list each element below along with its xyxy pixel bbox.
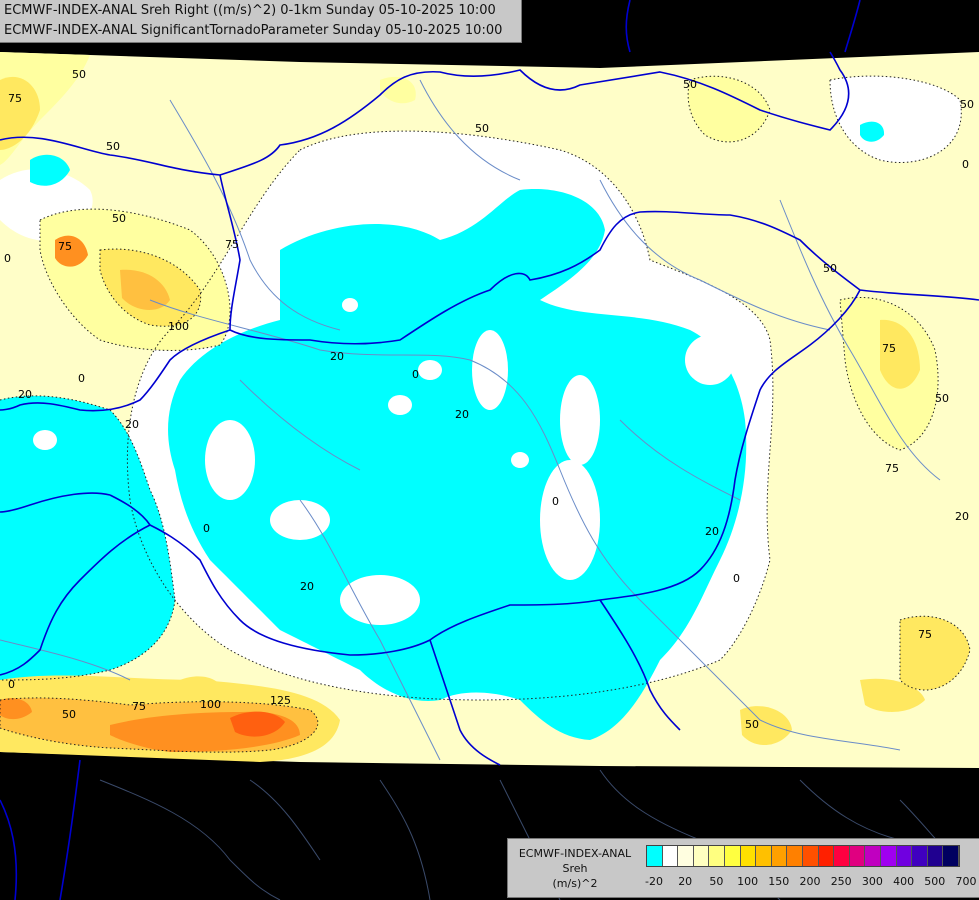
contour-label: 75 [8, 92, 22, 105]
contour-label: 0 [733, 572, 740, 585]
legend-swatch [771, 846, 788, 866]
contour-label-group: 75 50 50 50 50 75 75 50 100 0 20 20 20 0… [4, 68, 974, 731]
contour-label: 75 [882, 342, 896, 355]
contour-label: 0 [4, 252, 11, 265]
legend-tick-label: 400 [893, 875, 915, 888]
contour-label: 20 [125, 418, 139, 431]
legend-tick-label: 100 [737, 875, 759, 888]
color-legend: ECMWF-INDEX-ANAL Sreh (m/s)^2 -20 20 50 100… [507, 838, 979, 898]
contour-label: 50 [475, 122, 489, 135]
map-title-box: ECMWF-INDEX-ANAL Sreh Right ((m/s)^2) 0-… [0, 0, 522, 43]
contour-label: 20 [18, 388, 32, 401]
contour-label: 20 [455, 408, 469, 421]
legend-title: ECMWF-INDEX-ANAL [518, 847, 632, 860]
legend-swatch [678, 846, 694, 866]
legend-variable: Sreh [562, 862, 588, 875]
contour-label: 20 [330, 350, 344, 363]
legend-swatch [787, 846, 803, 866]
legend-swatch [693, 846, 710, 866]
legend-swatch [740, 846, 757, 866]
legend-swatch [756, 846, 772, 866]
contour-label: 50 [72, 68, 86, 81]
legend-tick-label: 50 [709, 875, 724, 888]
legend-swatch [880, 846, 897, 866]
map-title-line: ECMWF-INDEX-ANAL Sreh Right ((m/s)^2) 0-… [4, 3, 496, 18]
contour-label: 125 [270, 694, 291, 707]
contour-lines [0, 75, 971, 753]
rivers [0, 79, 941, 761]
legend-tick-label: 150 [768, 875, 790, 888]
contour-label: 50 [823, 262, 837, 275]
contour-label: 0 [412, 368, 419, 381]
legend-swatch [912, 846, 928, 866]
contour-label: 75 [132, 700, 146, 713]
contour-label: 0 [203, 522, 210, 535]
legend-swatch [849, 846, 866, 866]
contour-label: 0 [78, 372, 85, 385]
contour-label: 50 [106, 140, 120, 153]
contour-label: 75 [885, 462, 899, 475]
legend-swatch [802, 846, 819, 866]
contour-label: 100 [168, 320, 189, 333]
legend-tick-label: 20 [678, 875, 693, 888]
contour-label: 50 [960, 98, 974, 111]
contour-label: 50 [745, 718, 759, 731]
legend-swatch [834, 846, 850, 866]
legend-units: (m/s)^2 [552, 877, 598, 890]
legend-color-scale [646, 845, 960, 867]
legend-swatch [724, 846, 741, 866]
contour-label: 0 [552, 495, 559, 508]
legend-swatch [818, 846, 835, 866]
contour-label: 50 [683, 78, 697, 91]
contour-label: 75 [918, 628, 932, 641]
contour-label: 50 [935, 392, 949, 405]
contour-label: 0 [8, 678, 15, 691]
contour-label: 20 [300, 580, 314, 593]
legend-swatch [709, 846, 725, 866]
contour-label: 20 [705, 525, 719, 538]
positive-srh-areas [0, 52, 970, 762]
legend-tick-label: 300 [861, 875, 883, 888]
legend-tick-label: -20 [645, 875, 663, 888]
legend-swatch [662, 846, 679, 866]
contour-label: 50 [62, 708, 76, 721]
legend-tick-label: 250 [830, 875, 852, 888]
legend-swatch [943, 846, 959, 866]
contour-label: 0 [962, 158, 969, 171]
legend-swatch [927, 846, 944, 866]
legend-swatch [647, 846, 663, 866]
contour-label: 75 [58, 240, 72, 253]
legend-swatch [896, 846, 913, 866]
contour-label: 50 [112, 212, 126, 225]
contour-label: 75 [225, 238, 239, 251]
legend-tick-label: 700 [955, 875, 977, 888]
contour-label: 100 [200, 698, 221, 711]
map-subtitle-line: ECMWF-INDEX-ANAL SignificantTornadoParam… [4, 23, 503, 38]
legend-swatch [865, 846, 881, 866]
legend-tick-label: 200 [799, 875, 821, 888]
legend-tick-label: 500 [924, 875, 946, 888]
legend-tick-labels: -20 20 50 100 150 200 250 300 400 500 700 [645, 875, 977, 889]
contour-label: 20 [955, 510, 969, 523]
